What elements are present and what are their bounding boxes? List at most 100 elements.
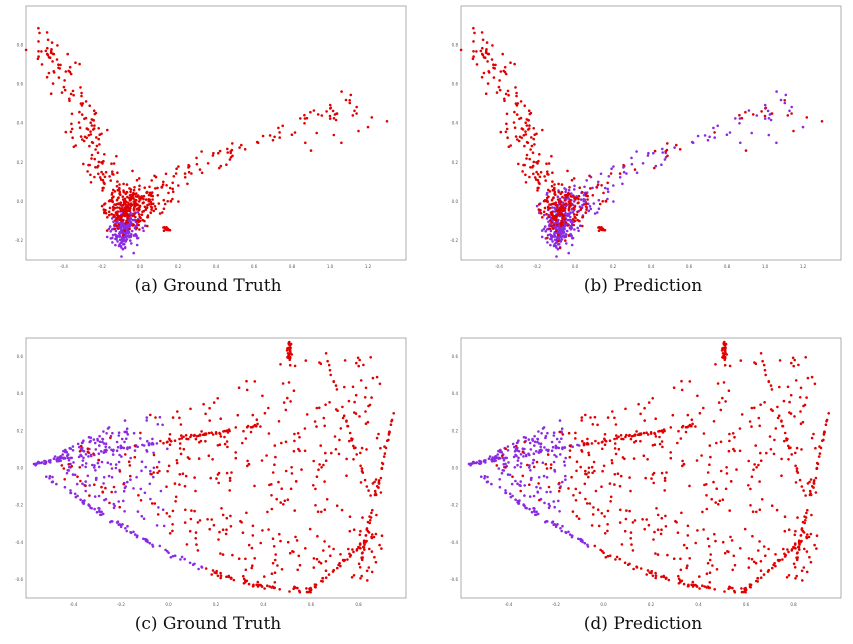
scatter-point-purple — [568, 533, 572, 536]
scatter-point-red — [501, 52, 504, 56]
scatter-point-red — [116, 171, 119, 174]
scatter-point-purple — [549, 229, 553, 233]
scatter-point-red — [275, 497, 279, 501]
scatter-point-red — [471, 57, 475, 61]
scatter-point-red — [323, 480, 326, 483]
scatter-point-red — [799, 410, 802, 413]
scatter-point-red — [161, 183, 165, 186]
scatter-point-purple — [556, 231, 559, 235]
scatter-point-red — [715, 568, 719, 571]
scatter-point-red — [348, 529, 352, 533]
scatter-point-red — [351, 548, 354, 551]
scatter-point-red — [328, 401, 331, 404]
scatter-point-purple — [76, 442, 80, 446]
scatter-point-red — [643, 527, 646, 531]
scatter-point-red — [97, 458, 101, 462]
scatter-point-purple — [144, 465, 147, 469]
scatter-point-red — [616, 472, 620, 475]
scatter-point-purple — [507, 461, 510, 464]
scatter-point-red — [639, 567, 643, 570]
scatter-point-purple — [78, 445, 81, 449]
scatter-point-red — [561, 195, 564, 199]
scatter-point-red — [289, 400, 292, 403]
scatter-point-red — [549, 463, 553, 466]
scatter-point-red — [164, 227, 168, 230]
scatter-point-red — [146, 214, 150, 217]
scatter-point-purple — [547, 220, 550, 223]
scatter-point-red — [563, 194, 567, 197]
scatter-point-red — [196, 521, 200, 524]
scatter-point-red — [795, 469, 799, 473]
scatter-point-red — [225, 163, 228, 166]
scatter-point-red — [263, 411, 267, 415]
scatter-point-red — [85, 136, 88, 140]
scatter-point-red — [270, 507, 274, 511]
scatter-point-red — [638, 432, 641, 436]
scatter-point-purple — [155, 524, 159, 527]
scatter-point-red — [618, 521, 622, 524]
scatter-point-red — [706, 561, 710, 565]
scatter-point-purple — [561, 446, 564, 449]
scatter-point-purple — [108, 225, 112, 228]
scatter-point-red — [110, 162, 113, 165]
scatter-point-red — [719, 440, 723, 444]
scatter-point-purple — [101, 512, 105, 516]
scatter-point-red — [355, 112, 358, 115]
scatter-point-red — [513, 110, 516, 114]
scatter-point-red — [557, 182, 560, 186]
scatter-point-purple — [571, 445, 574, 449]
y-tick-label: -0.6 — [450, 577, 458, 582]
scatter-point-red — [556, 198, 560, 201]
scatter-point-red — [827, 412, 830, 415]
scatter-point-red — [567, 234, 571, 237]
scatter-point-red — [567, 487, 570, 490]
scatter-point-red — [357, 129, 360, 133]
scatter-point-purple — [588, 205, 592, 208]
scatter-point-red — [514, 444, 518, 448]
scatter-point-purple — [129, 233, 132, 237]
scatter-point-red — [127, 460, 131, 463]
scatter-point-purple — [509, 495, 513, 499]
scatter-point-red — [366, 579, 369, 582]
scatter-point-red — [352, 458, 355, 461]
scatter-point-red — [519, 100, 523, 103]
scatter-point-purple — [133, 533, 137, 536]
scatter-point-purple — [93, 466, 96, 469]
scatter-point-red — [611, 410, 614, 413]
scatter-point-red — [504, 447, 507, 450]
scatter-point-purple — [508, 492, 512, 496]
scatter-point-purple — [519, 484, 522, 487]
scatter-point-red — [753, 463, 756, 466]
scatter-plot-a: -0.4 -0.2 0.0 0.2 0.4 0.6 0.8 1.0 1.2-0.20.00.20… — [15, 5, 407, 269]
scatter-point-red — [193, 509, 196, 513]
scatter-point-red — [117, 202, 120, 206]
scatter-point-red — [192, 434, 196, 438]
scatter-point-red — [290, 466, 293, 469]
scatter-point-red — [132, 223, 135, 226]
scatter-point-purple — [622, 170, 626, 174]
scatter-point-red — [315, 131, 319, 135]
scatter-point-purple — [149, 469, 152, 473]
scatter-point-red — [680, 388, 684, 392]
scatter-point-red — [631, 549, 635, 552]
scatter-point-red — [554, 201, 558, 204]
scatter-point-red — [202, 402, 205, 406]
scatter-point-purple — [523, 494, 526, 497]
scatter-point-purple — [560, 238, 564, 241]
scatter-point-purple — [161, 508, 165, 511]
scatter-point-red — [153, 205, 157, 208]
scatter-point-red — [793, 415, 796, 418]
scatter-point-red — [72, 145, 76, 149]
scatter-point-purple — [89, 454, 93, 458]
scatter-point-red — [551, 180, 554, 183]
scatter-point-red — [506, 89, 510, 93]
scatter-point-purple — [71, 473, 75, 476]
scatter-point-red — [295, 539, 299, 542]
scatter-point-purple — [84, 480, 87, 483]
scatter-point-purple — [136, 510, 140, 513]
scatter-point-red — [805, 396, 808, 399]
scatter-point-red — [814, 446, 817, 450]
scatter-point-red — [154, 187, 157, 190]
scatter-point-red — [36, 57, 40, 61]
scatter-point-red — [606, 523, 609, 526]
